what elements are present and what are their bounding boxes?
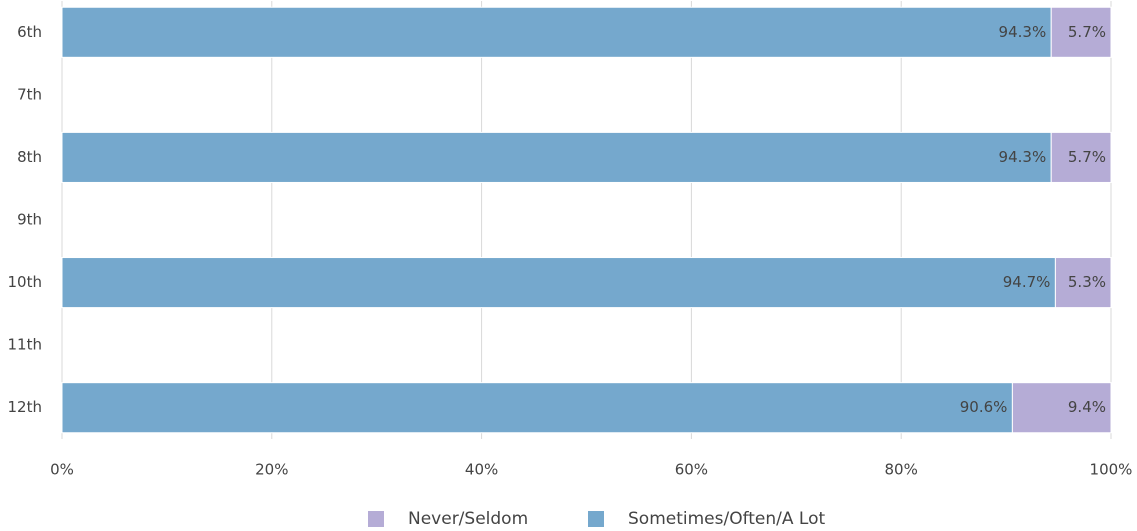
data-label: 5.7%	[1068, 23, 1106, 41]
y-tick-label: 8th	[17, 148, 42, 166]
y-tick-label: 10th	[8, 273, 42, 291]
y-tick-label: 11th	[8, 336, 42, 354]
y-tick-label: 7th	[17, 85, 42, 103]
data-label: 94.3%	[999, 23, 1047, 41]
x-tick-label: 20%	[255, 461, 288, 479]
bar-segment	[1050, 131, 1112, 183]
legend-swatch	[588, 511, 604, 527]
x-tick-label: 0%	[50, 461, 74, 479]
bar-segment	[61, 257, 1056, 309]
x-tick-label: 80%	[885, 461, 918, 479]
y-tick-label: 9th	[17, 211, 42, 229]
data-label: 5.7%	[1068, 148, 1106, 166]
bar-segment	[61, 131, 1052, 183]
x-tick-label: 60%	[675, 461, 708, 479]
y-tick-label: 12th	[8, 398, 42, 416]
data-label: 90.6%	[960, 398, 1008, 416]
legend-label: Sometimes/Often/A Lot	[628, 509, 826, 529]
legend-swatch	[368, 511, 384, 527]
bar-segment	[61, 6, 1052, 58]
x-tick-label: 100%	[1090, 461, 1133, 479]
y-tick-label: 6th	[17, 23, 42, 41]
data-label: 9.4%	[1068, 398, 1106, 416]
bar-segment	[1011, 382, 1112, 434]
data-label: 94.3%	[999, 148, 1047, 166]
legend-label: Never/Seldom	[408, 509, 528, 529]
x-tick-label: 40%	[465, 461, 498, 479]
bar-segment	[1050, 6, 1112, 58]
data-label: 94.7%	[1003, 273, 1051, 291]
data-label: 5.3%	[1068, 273, 1106, 291]
bar-segment	[1054, 257, 1112, 309]
bar-segment	[61, 382, 1013, 434]
